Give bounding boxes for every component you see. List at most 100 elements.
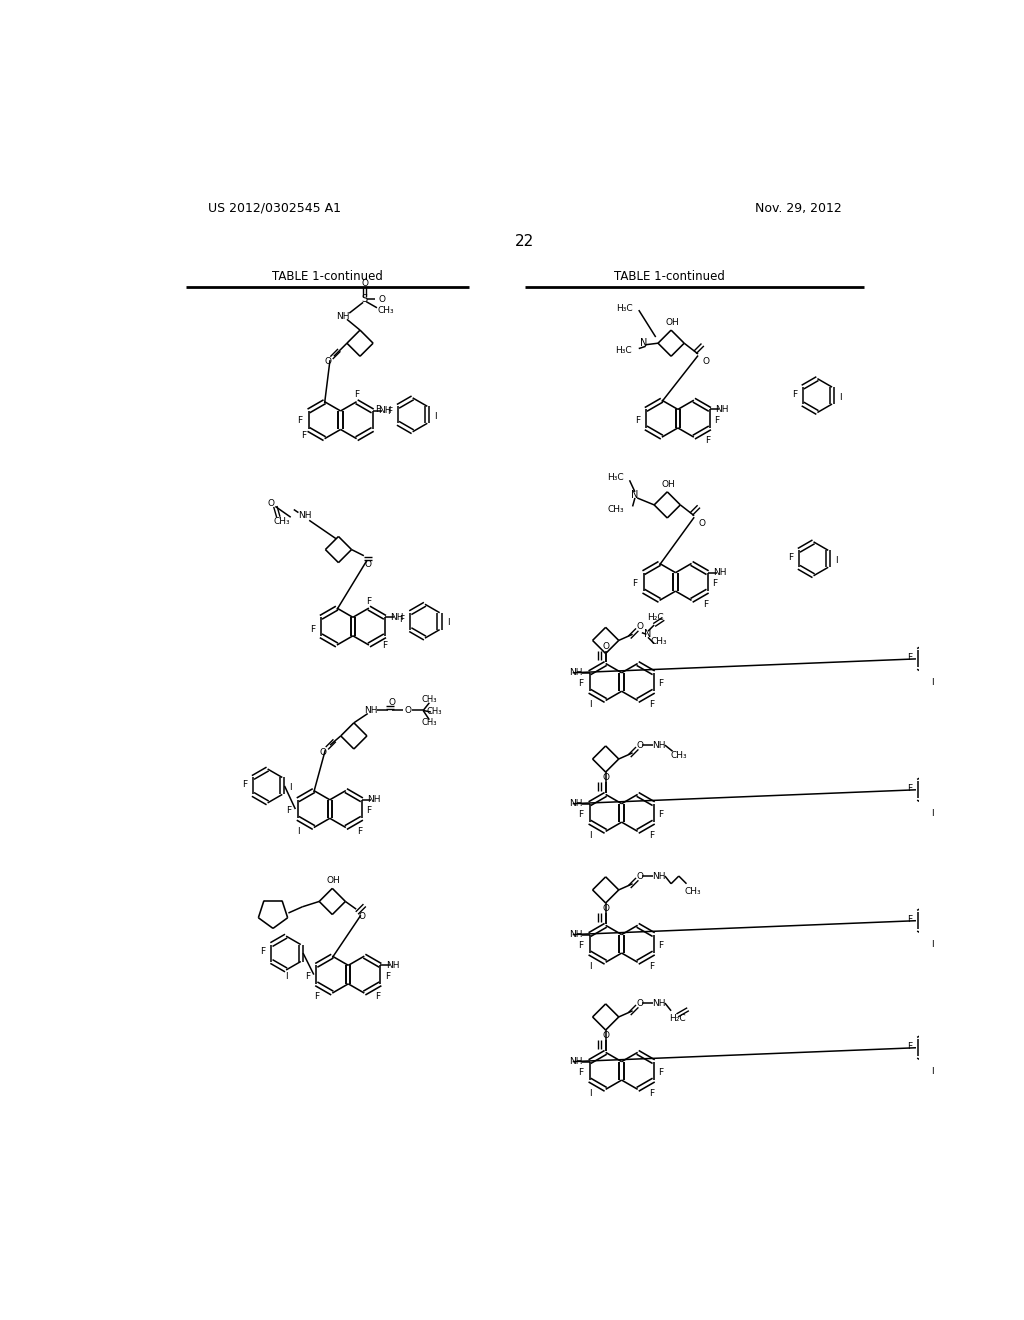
Text: H₃C: H₃C xyxy=(615,346,632,355)
Text: O: O xyxy=(365,561,372,569)
Text: NH: NH xyxy=(569,799,583,808)
Text: CH₃: CH₃ xyxy=(607,506,624,513)
Text: F: F xyxy=(579,941,584,950)
Text: F: F xyxy=(387,408,392,416)
Text: S: S xyxy=(361,294,368,305)
Text: I: I xyxy=(932,809,934,818)
Text: I: I xyxy=(589,1089,592,1098)
Text: NH: NH xyxy=(716,405,729,414)
Text: I: I xyxy=(446,618,450,627)
Text: F: F xyxy=(712,579,717,587)
Text: NH: NH xyxy=(652,741,666,750)
Text: NH: NH xyxy=(569,931,583,939)
Text: O: O xyxy=(378,294,385,304)
Text: F: F xyxy=(702,599,708,609)
Text: I: I xyxy=(297,826,300,836)
Text: F: F xyxy=(579,1068,584,1077)
Text: CH₃: CH₃ xyxy=(422,718,437,727)
Text: F: F xyxy=(375,405,380,414)
Text: TABLE 1-continued: TABLE 1-continued xyxy=(272,269,383,282)
Text: O: O xyxy=(404,706,412,715)
Text: CH₃: CH₃ xyxy=(426,706,441,715)
Text: CH₃: CH₃ xyxy=(422,696,437,704)
Text: NH: NH xyxy=(336,312,350,321)
Text: F: F xyxy=(305,972,310,981)
Text: F: F xyxy=(658,941,664,950)
Text: I: I xyxy=(836,556,838,565)
Text: F: F xyxy=(385,972,390,981)
Text: F: F xyxy=(260,946,265,956)
Text: O: O xyxy=(267,499,274,508)
Text: O: O xyxy=(319,748,327,758)
Text: I: I xyxy=(290,783,292,792)
Text: OH: OH xyxy=(662,479,676,488)
Text: F: F xyxy=(658,810,664,818)
Text: NH: NH xyxy=(569,668,583,677)
Text: F: F xyxy=(649,1089,654,1098)
Text: F: F xyxy=(787,553,793,562)
Text: CH₃: CH₃ xyxy=(671,751,687,760)
Text: O: O xyxy=(637,622,644,631)
Text: I: I xyxy=(932,678,934,688)
Text: NH: NH xyxy=(713,568,727,577)
Text: TABLE 1-continued: TABLE 1-continued xyxy=(614,269,725,282)
Text: O: O xyxy=(325,358,331,366)
Text: F: F xyxy=(309,626,314,634)
Text: I: I xyxy=(932,1067,934,1076)
Text: F: F xyxy=(287,807,292,814)
Text: H₃C: H₃C xyxy=(607,474,624,482)
Text: OH: OH xyxy=(327,876,341,886)
Text: O: O xyxy=(637,741,644,750)
Text: F: F xyxy=(633,579,638,587)
Text: N: N xyxy=(631,490,639,500)
Text: NH: NH xyxy=(569,1057,583,1067)
Text: F: F xyxy=(658,1068,664,1077)
Text: O: O xyxy=(602,904,609,913)
Text: F: F xyxy=(658,678,664,688)
Text: O: O xyxy=(702,358,710,366)
Text: CH₃: CH₃ xyxy=(273,517,290,527)
Text: O: O xyxy=(602,642,609,651)
Text: NH: NH xyxy=(365,706,378,715)
Text: O: O xyxy=(637,871,644,880)
Text: F: F xyxy=(367,807,372,814)
Text: NH: NH xyxy=(298,511,311,520)
Text: F: F xyxy=(301,432,306,440)
Text: H₂C: H₂C xyxy=(669,1014,686,1023)
Text: I: I xyxy=(589,830,592,840)
Text: F: F xyxy=(715,416,720,425)
Text: F: F xyxy=(357,826,362,836)
Text: I: I xyxy=(589,700,592,709)
Text: O: O xyxy=(389,698,396,708)
Text: O: O xyxy=(358,912,366,921)
Text: NH: NH xyxy=(378,407,392,416)
Text: I: I xyxy=(932,940,934,949)
Text: NH: NH xyxy=(652,999,666,1007)
Text: O: O xyxy=(602,774,609,781)
Text: F: F xyxy=(579,810,584,818)
Text: I: I xyxy=(434,412,437,421)
Text: F: F xyxy=(297,416,302,425)
Text: F: F xyxy=(907,784,912,793)
Text: CH₃: CH₃ xyxy=(650,638,667,647)
Text: O: O xyxy=(361,279,369,288)
Text: I: I xyxy=(589,961,592,970)
Text: N: N xyxy=(640,338,647,348)
Text: NH: NH xyxy=(652,871,666,880)
Text: F: F xyxy=(907,1041,912,1051)
Text: N: N xyxy=(644,630,651,639)
Text: O: O xyxy=(602,1031,609,1040)
Text: F: F xyxy=(579,678,584,688)
Text: NH: NH xyxy=(386,961,399,970)
Text: F: F xyxy=(314,993,319,1002)
Text: H₃C: H₃C xyxy=(616,304,633,313)
Text: CH₃: CH₃ xyxy=(378,306,394,314)
Text: F: F xyxy=(649,961,654,970)
Text: CH₃: CH₃ xyxy=(684,887,701,896)
Text: F: F xyxy=(907,653,912,661)
Text: F: F xyxy=(382,642,387,651)
Text: F: F xyxy=(907,915,912,924)
Text: O: O xyxy=(698,519,706,528)
Text: F: F xyxy=(649,700,654,709)
Text: F: F xyxy=(649,830,654,840)
